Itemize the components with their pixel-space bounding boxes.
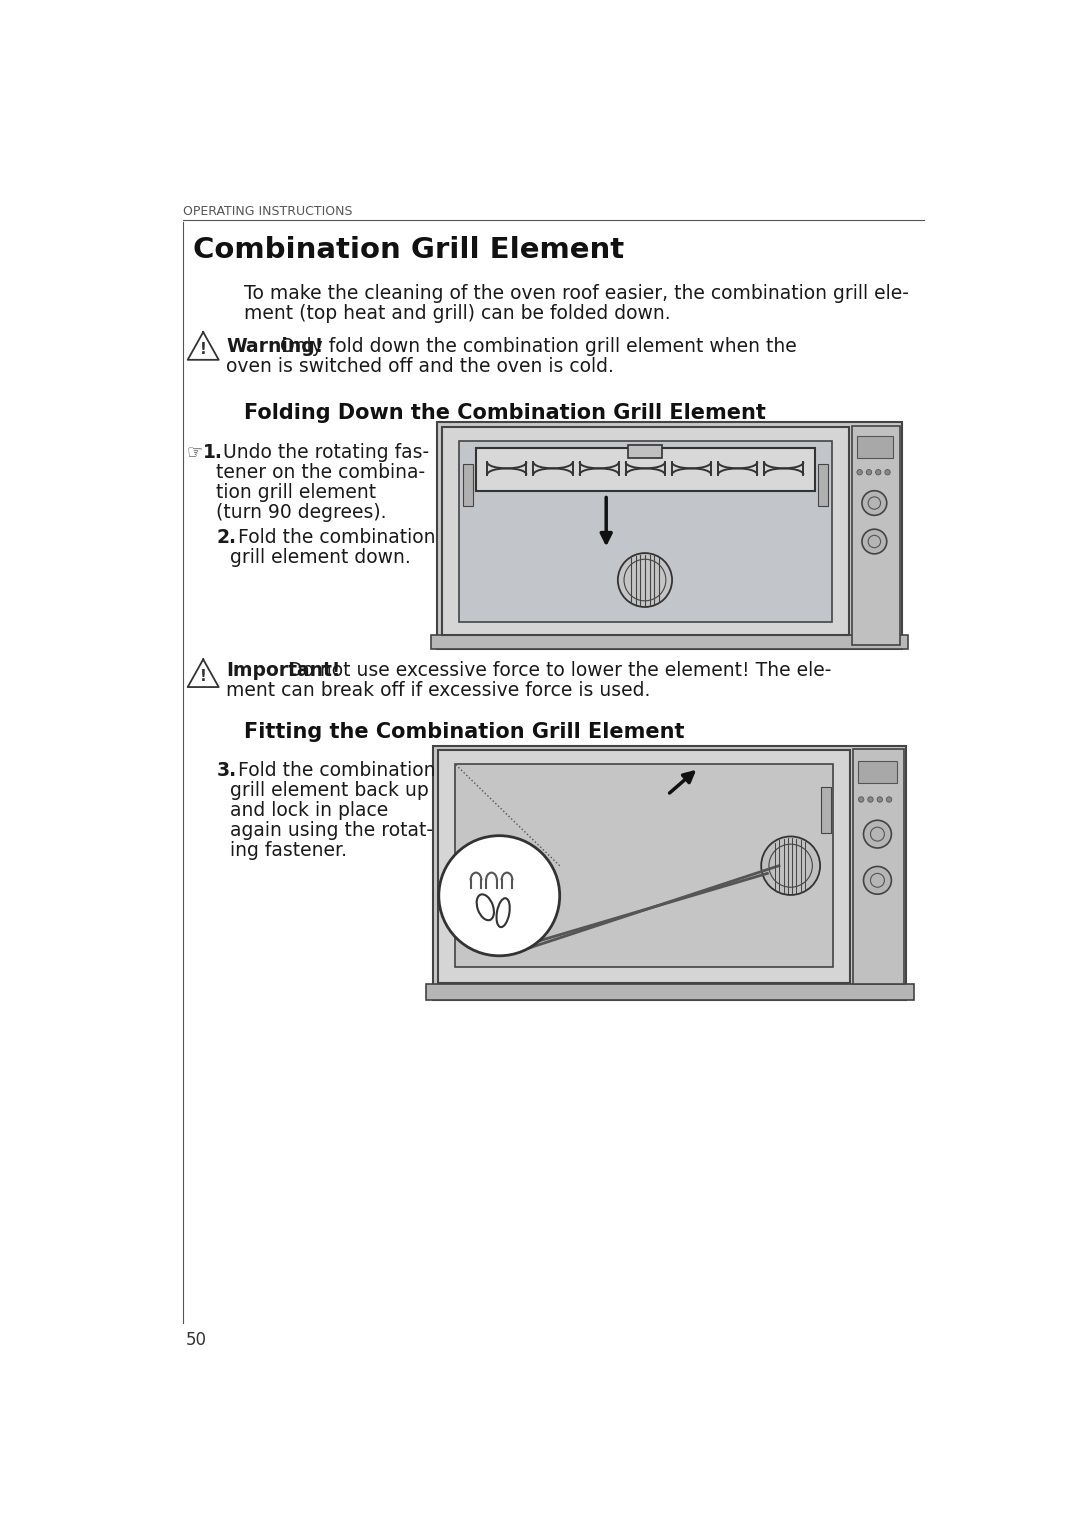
Text: again using the rotat-: again using the rotat- [230,821,433,839]
Bar [852,427,900,645]
Bar [853,749,904,985]
Text: Only fold down the combination grill element when the: Only fold down the combination grill ele… [274,336,797,356]
Bar [463,463,473,506]
Text: ☞: ☞ [186,443,202,460]
Bar [433,746,906,1000]
Circle shape [862,491,887,515]
Ellipse shape [497,898,510,927]
Text: Fold the combination: Fold the combination [232,529,435,547]
Text: !: ! [200,341,206,356]
Circle shape [438,836,559,956]
Bar [438,751,850,983]
Polygon shape [188,659,218,687]
Text: oven is switched off and the oven is cold.: oven is switched off and the oven is col… [227,356,615,376]
Circle shape [887,797,892,803]
Text: and lock in place: and lock in place [230,801,388,820]
Bar [859,761,896,783]
Text: Fitting the Combination Grill Element: Fitting the Combination Grill Element [243,723,684,743]
Text: ment can break off if excessive force is used.: ment can break off if excessive force is… [227,680,651,700]
Text: Folding Down the Combination Grill Element: Folding Down the Combination Grill Eleme… [243,404,766,424]
Text: 3.: 3. [216,761,237,780]
Text: 2.: 2. [216,529,237,547]
Circle shape [856,469,862,476]
Text: grill element down.: grill element down. [230,549,410,567]
Text: To make the cleaning of the oven roof easier, the combination grill ele-: To make the cleaning of the oven roof ea… [243,283,908,303]
Bar [459,440,832,622]
Text: (turn 90 degrees).: (turn 90 degrees). [216,503,387,521]
Text: tion grill element: tion grill element [216,483,377,502]
Polygon shape [188,332,218,359]
Bar [442,427,849,636]
Text: Undo the rotating fas-: Undo the rotating fas- [217,443,429,462]
Bar [431,636,908,650]
Circle shape [618,553,672,607]
Circle shape [867,797,874,803]
Circle shape [866,469,872,476]
Text: ing fastener.: ing fastener. [230,841,347,859]
Text: 50: 50 [186,1330,206,1349]
Bar [856,436,893,457]
Circle shape [864,867,891,894]
Circle shape [761,836,820,894]
Bar [455,764,834,968]
Text: Combination Grill Element: Combination Grill Element [193,235,624,265]
Circle shape [862,529,887,553]
Text: 1.: 1. [203,443,224,462]
Text: Do not use excessive force to lower the element! The ele-: Do not use excessive force to lower the … [282,661,832,680]
Bar [818,463,828,506]
Circle shape [859,797,864,803]
Circle shape [864,820,891,849]
Text: ment (top heat and grill) can be folded down.: ment (top heat and grill) can be folded … [243,304,670,323]
Bar [821,787,831,833]
Bar [627,445,662,459]
Text: tener on the combina-: tener on the combina- [216,463,426,482]
Text: OPERATING INSTRUCTIONS: OPERATING INSTRUCTIONS [183,205,352,219]
Bar [437,422,902,650]
Text: Fold the combination: Fold the combination [232,761,435,780]
Circle shape [876,469,881,476]
Text: !: ! [200,668,206,683]
Circle shape [877,797,882,803]
Ellipse shape [476,894,494,920]
Bar [426,985,914,1000]
Text: Important!: Important! [227,661,341,680]
Circle shape [885,469,890,476]
Text: grill element back up: grill element back up [230,781,429,800]
Text: Warning!: Warning! [227,336,324,356]
Bar [476,448,814,491]
